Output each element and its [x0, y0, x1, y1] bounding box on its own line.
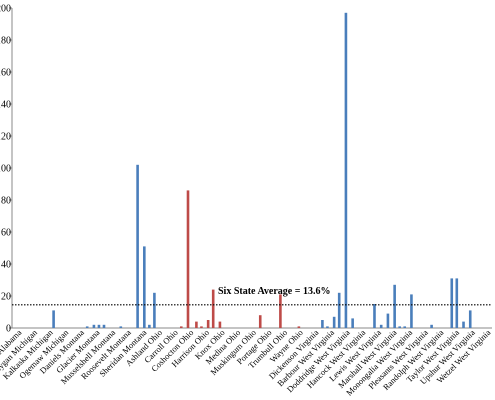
y-tick-group: 0 20 40 60 80 100 120 140 160 180 200 [0, 4, 12, 335]
y-tick-label: 140 [0, 100, 11, 111]
reference-line-label: Six State Average = 13.6% [218, 286, 330, 297]
bar [462, 321, 465, 328]
bar [403, 326, 407, 328]
y-tick-label: 60 [1, 228, 11, 239]
bar [148, 324, 151, 328]
plot-area: 0 20 40 60 80 100 120 140 160 180 200 Six State Av… [0, 4, 493, 398]
bar [410, 294, 413, 328]
bar [206, 320, 210, 328]
bar [351, 318, 354, 328]
bar [102, 324, 106, 328]
bar [332, 316, 336, 328]
bar [186, 190, 190, 328]
y-tick-label: 100 [0, 164, 11, 175]
bar [321, 320, 324, 328]
bar [143, 246, 146, 328]
y-tick-label: 120 [0, 132, 11, 143]
bar [258, 315, 262, 328]
bar [218, 321, 222, 328]
bar [450, 278, 454, 328]
y-tick-label: 0 [6, 324, 11, 335]
y-tick-label: 20 [1, 292, 11, 303]
bar [326, 326, 329, 328]
bar [92, 324, 96, 328]
bar [52, 310, 55, 328]
bar [119, 326, 123, 328]
bar [153, 292, 156, 328]
bar [136, 164, 139, 328]
y-tick-label: 160 [0, 68, 11, 79]
bar [344, 12, 348, 329]
bar [200, 326, 203, 328]
bar [337, 292, 341, 328]
bar [85, 326, 89, 328]
bar [279, 294, 282, 328]
bar [195, 321, 198, 328]
bar [455, 278, 459, 328]
y-tick-label: 180 [0, 36, 11, 47]
bar [379, 324, 383, 328]
bar [297, 326, 301, 328]
bar [430, 324, 433, 328]
bar [97, 324, 101, 328]
bar [398, 326, 401, 328]
bar [386, 313, 390, 328]
y-tick-label: 80 [1, 196, 11, 207]
bar [211, 289, 215, 328]
y-tick-label: 200 [0, 4, 11, 15]
bar [393, 284, 396, 328]
y-tick-label: 40 [1, 260, 11, 271]
bar [468, 310, 472, 328]
bar-group [52, 12, 472, 329]
bar [179, 326, 183, 328]
bar [373, 304, 376, 328]
